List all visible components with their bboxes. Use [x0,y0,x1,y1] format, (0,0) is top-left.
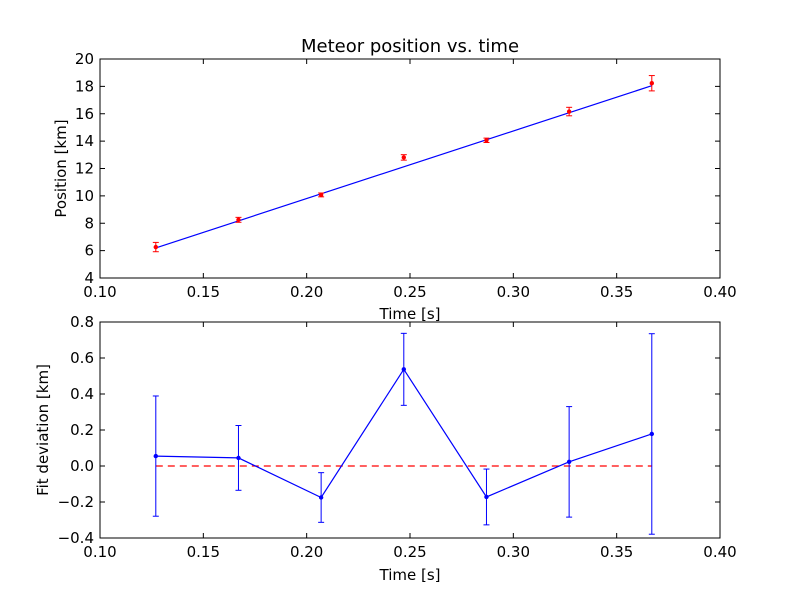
position-point [566,109,572,114]
position-chart-x-tick-label: 0.40 [703,283,736,301]
position-chart-y-tick-label: 14 [75,132,94,150]
position-chart-plot-area [152,75,655,253]
position-chart-x-tick-label: 0.35 [600,283,633,301]
deviation-chart-y-tick-label: 0.2 [70,421,94,439]
deviation-point [401,367,406,372]
deviation-point [153,453,158,459]
position-chart-y-tick-label: 6 [84,242,94,260]
deviation-chart-y-tick-label: 0.4 [70,385,94,403]
position-point [318,192,324,198]
position-chart-x-tick-label: 0.15 [187,283,220,301]
position-chart-y-tick-label: 10 [75,187,94,205]
deviation-chart-plot-area [152,332,655,535]
position-point [649,81,654,86]
deviation-chart-x-tick-label: 0.15 [187,543,220,561]
position-chart: Meteor position vs. time 0.10 0.15 0.20 0.2… [52,36,737,323]
deviation-chart-y-label: Fit deviation [km] [34,364,52,496]
deviation-chart-x-tick-label: 0.10 [83,543,116,561]
position-chart-y-axis: 4 6 8 10 12 14 16 18 20 [75,50,720,287]
deviation-chart-x-label: Time [s] [379,566,441,584]
position-point [153,244,158,250]
deviation-point [484,494,489,500]
deviation-chart-x-tick-label: 0.40 [703,543,736,561]
deviation-chart-x-tick-label: 0.30 [497,543,530,561]
position-chart-y-tick-label: 20 [75,50,94,68]
position-chart-y-tick-label: 8 [84,214,94,232]
deviation-chart-x-tick-label: 0.35 [600,543,633,561]
deviation-chart-x-tick-label: 0.20 [290,543,323,561]
deviation-chart-y-tick-label: −0.2 [58,493,94,511]
position-chart-y-tick-label: 16 [75,105,94,123]
position-chart-x-tick-label: 0.20 [290,283,323,301]
position-chart-x-axis: 0.10 0.15 0.20 0.25 0.30 0.35 0.40 [83,59,737,301]
position-point [236,217,241,223]
position-chart-x-tick-label: 0.10 [83,283,116,301]
deviation-chart-y-axis: −0.4 −0.2 0.0 0.2 0.4 0.6 0.8 [58,313,720,547]
position-chart-y-tick-label: 18 [75,77,94,95]
deviation-chart-y-tick-label: −0.4 [58,529,94,547]
deviation-chart-y-tick-label: 0.0 [70,457,94,475]
position-point [484,138,489,143]
position-point [401,155,406,160]
position-chart-x-tick-label: 0.25 [393,283,426,301]
deviation-point [236,455,241,461]
deviation-chart: 0.10 0.15 0.20 0.25 0.30 0.35 0.40 −0.4 −0.2 0.0… [34,313,737,584]
deviation-point [566,459,572,465]
deviation-chart-x-axis: 0.10 0.15 0.20 0.25 0.30 0.35 0.40 [83,322,737,561]
position-chart-x-tick-label: 0.30 [497,283,530,301]
position-chart-y-tick-label: 12 [75,160,94,178]
deviation-chart-y-tick-label: 0.8 [70,313,94,331]
position-chart-title: Meteor position vs. time [301,36,519,57]
deviation-point [649,431,654,437]
deviation-chart-x-tick-label: 0.25 [393,543,426,561]
deviation-chart-y-tick-label: 0.6 [70,349,94,367]
deviation-point [318,495,324,500]
position-chart-x-label: Time [s] [379,305,441,323]
position-chart-y-label: Position [km] [52,119,70,217]
position-chart-y-tick-label: 4 [84,269,94,287]
